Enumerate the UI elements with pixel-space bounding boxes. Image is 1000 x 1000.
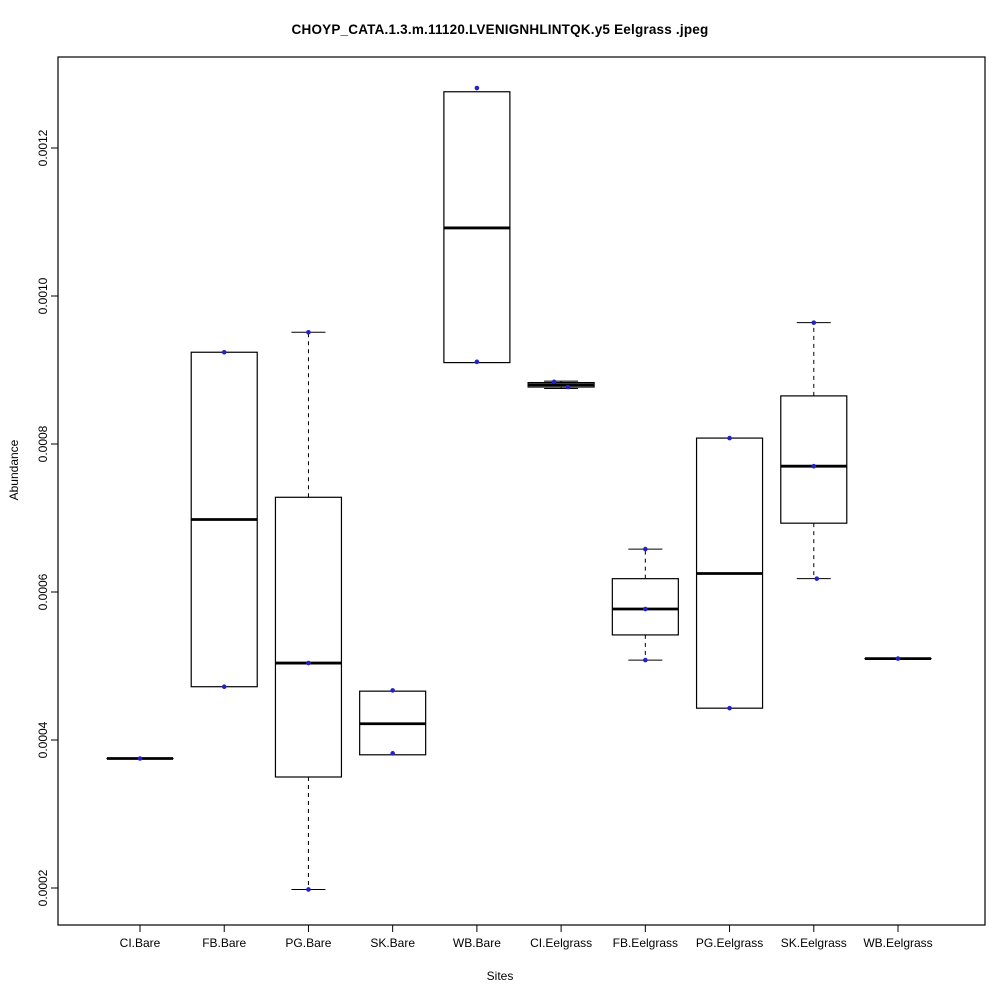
x-tick-label: CI.Bare (120, 936, 161, 950)
y-tick-label: 0.0006 (36, 573, 50, 610)
box-group-pg-eelgrass (695, 435, 764, 711)
box-group-wb-eelgrass (864, 656, 932, 661)
data-point (474, 359, 480, 365)
data-point (811, 463, 817, 469)
y-tick-label: 0.0008 (36, 425, 50, 462)
data-point (306, 887, 311, 892)
x-tick-label: CI.Eelgrass (530, 936, 592, 950)
x-axis-label: Sites (486, 969, 514, 983)
data-point (727, 435, 732, 441)
x-tick-label: SK.Bare (370, 936, 415, 950)
data-point (643, 546, 648, 552)
data-point (811, 320, 817, 325)
data-point (306, 660, 311, 666)
box-group-pg-bare (274, 329, 343, 892)
box-group-wb-bare (443, 85, 511, 365)
data-point (565, 384, 571, 390)
data-point (137, 756, 143, 761)
x-tick-label: PG.Eelgrass (696, 936, 763, 950)
x-tick-label: FB.Eelgrass (613, 936, 678, 950)
box-group-sk-eelgrass (780, 320, 848, 581)
y-tick-label: 0.0012 (36, 129, 50, 166)
data-point (643, 606, 648, 612)
box-group-ci-eelgrass (527, 379, 595, 390)
x-tick-label: WB.Eelgrass (863, 936, 932, 950)
data-point (551, 379, 557, 385)
x-tick-label: SK.Eelgrass (781, 936, 847, 950)
x-tick-label: FB.Bare (202, 936, 246, 950)
x-tick-label: WB.Bare (453, 936, 501, 950)
y-tick-label: 0.0002 (36, 869, 50, 906)
data-point (390, 751, 395, 756)
box-group-sk-bare (359, 688, 427, 756)
data-point (221, 349, 227, 355)
box-group-fb-eelgrass (611, 546, 679, 663)
iqr-box (274, 496, 343, 778)
y-tick-label: 0.0010 (36, 277, 50, 314)
data-point (306, 329, 311, 335)
y-tick-label: 0.0004 (36, 721, 50, 758)
data-point (390, 688, 395, 693)
iqr-box (780, 395, 848, 524)
data-point (643, 657, 648, 663)
chart-title: CHOYP_CATA.1.3.m.11120.LVENIGNHLINTQK.y5… (291, 22, 709, 37)
data-point (895, 656, 901, 661)
data-point (474, 85, 480, 91)
data-point (221, 684, 227, 690)
data-point (814, 576, 820, 581)
x-tick-label: PG.Bare (285, 936, 331, 950)
data-point (727, 705, 732, 711)
plot-frame (57, 56, 986, 926)
box-group-fb-bare (190, 349, 258, 690)
box-group-ci-bare (106, 756, 174, 761)
